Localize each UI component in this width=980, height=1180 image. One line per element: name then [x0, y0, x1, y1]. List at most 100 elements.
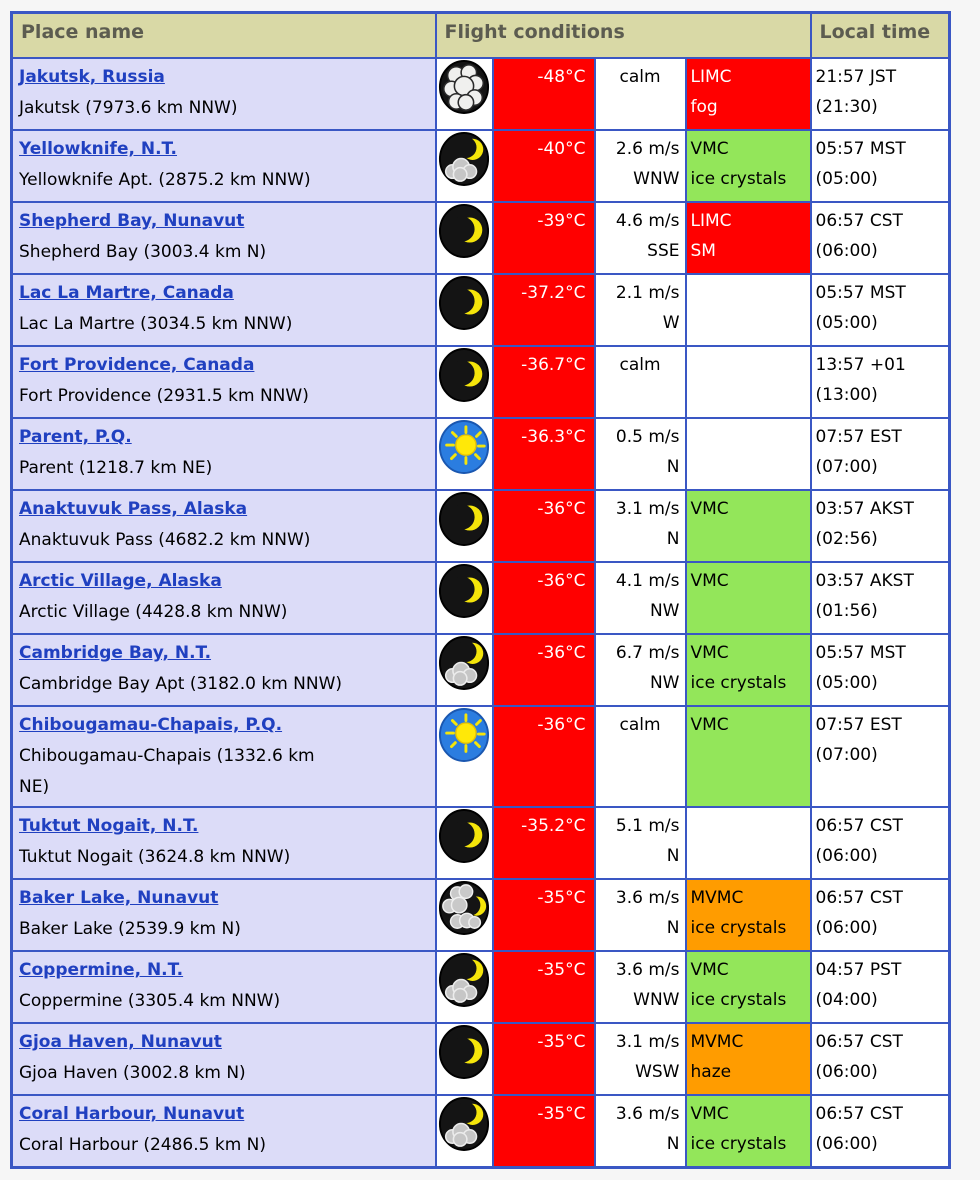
- table-row: Yellowknife, N.T. Yellowknife Apt. (2875…: [10, 129, 951, 203]
- place-link[interactable]: Arctic Village, Alaska: [19, 571, 222, 591]
- partly-cloudy-night-icon: [438, 1097, 490, 1151]
- weather-icon-cell: [434, 417, 494, 491]
- weather-icon-cell: [434, 705, 494, 808]
- place-distance: Lac La Martre (3034.5 km NNW): [19, 314, 293, 334]
- flight-category-cell: [684, 273, 812, 347]
- place-link[interactable]: Jakutsk, Russia: [19, 67, 165, 87]
- flight-category-cell: VMC ice crystals: [684, 633, 812, 707]
- local-time: 06:57 CST: [815, 816, 903, 836]
- place-distance: Cambridge Bay Apt (3182.0 km NNW): [19, 674, 343, 694]
- place-link[interactable]: Fort Providence, Canada: [19, 355, 255, 375]
- place-link[interactable]: Coral Harbour, Nunavut: [19, 1104, 245, 1124]
- wind-cell: 2.6 m/s WNW: [593, 129, 687, 203]
- temperature-cell: -36°C: [491, 633, 596, 707]
- wind-speed: 3.6 m/s: [615, 1104, 680, 1124]
- wind-cell: 3.6 m/s N: [593, 878, 687, 952]
- table-row: Coral Harbour, Nunavut Coral Harbour (24…: [10, 1094, 951, 1169]
- place-distance: Fort Providence (2931.5 km NNW): [19, 386, 309, 406]
- place-cell: Jakutsk, Russia Jakutsk (7973.6 km NNW): [10, 57, 437, 131]
- table-row: Fort Providence, Canada Fort Providence …: [10, 345, 951, 419]
- clear-night-icon: [438, 564, 490, 618]
- header-row: Place name Flight conditions Local time: [10, 11, 951, 59]
- flight-category: VMC: [690, 571, 729, 591]
- temperature-cell: -35°C: [491, 878, 596, 952]
- place-link[interactable]: Baker Lake, Nunavut: [19, 888, 219, 908]
- wind-cell: 0.5 m/s N: [593, 417, 687, 491]
- weather-icon-cell: [434, 1022, 494, 1096]
- place-distance: Chibougamau-Chapais (1332.6 km NE): [19, 746, 315, 797]
- header-local-time: Local time: [809, 11, 951, 59]
- table-row: Chibougamau-Chapais, P.Q. Chibougamau-Ch…: [10, 705, 951, 808]
- table-row: Coppermine, N.T. Coppermine (3305.4 km N…: [10, 950, 951, 1024]
- local-time-cell: 06:57 CST (06:00): [809, 878, 951, 952]
- place-cell: Anaktuvuk Pass, Alaska Anaktuvuk Pass (4…: [10, 489, 437, 563]
- flight-category: MVMC: [690, 888, 744, 908]
- wind-cell: 4.1 m/s NW: [593, 561, 687, 635]
- place-link[interactable]: Chibougamau-Chapais, P.Q.: [19, 715, 283, 735]
- place-link[interactable]: Parent, P.Q.: [19, 427, 132, 447]
- partly-cloudy-night-icon: [438, 636, 490, 690]
- place-link[interactable]: Anaktuvuk Pass, Alaska: [19, 499, 248, 519]
- place-link[interactable]: Tuktut Nogait, N.T.: [19, 816, 199, 836]
- flight-category: VMC: [690, 715, 729, 735]
- header-flight-conditions: Flight conditions: [434, 11, 812, 59]
- place-link[interactable]: Shepherd Bay, Nunavut: [19, 211, 245, 231]
- local-time-cell: 07:57 EST (07:00): [809, 705, 951, 808]
- local-time: 07:57 EST: [815, 715, 902, 735]
- place-distance: Arctic Village (4428.8 km NNW): [19, 602, 288, 622]
- weather-phenomenon: ice crystals: [690, 673, 787, 693]
- flight-category-cell: [684, 345, 812, 419]
- place-cell: Baker Lake, Nunavut Baker Lake (2539.9 k…: [10, 878, 437, 952]
- place-distance: Coral Harbour (2486.5 km N): [19, 1135, 267, 1155]
- overcast-icon: [438, 60, 490, 114]
- wind-direction: WNW: [633, 990, 680, 1010]
- wind-speed: 3.6 m/s: [615, 960, 680, 980]
- wind-cell: 6.7 m/s NW: [593, 633, 687, 707]
- place-distance: Gjoa Haven (3002.8 km N): [19, 1063, 246, 1083]
- weather-icon-cell: [434, 201, 494, 275]
- local-time: 04:57 PST: [815, 960, 902, 980]
- temperature-cell: -35.2°C: [491, 806, 596, 880]
- weather-icon-cell: [434, 345, 494, 419]
- local-time: 05:57 MST: [815, 643, 906, 663]
- clear-night-icon: [438, 348, 490, 402]
- wind-cell: calm: [593, 705, 687, 808]
- place-link[interactable]: Coppermine, N.T.: [19, 960, 184, 980]
- temperature-cell: -36°C: [491, 489, 596, 563]
- local-time-parenthetical: (01:56): [815, 601, 878, 621]
- place-distance: Baker Lake (2539.9 km N): [19, 919, 241, 939]
- place-link[interactable]: Lac La Martre, Canada: [19, 283, 234, 303]
- place-cell: Tuktut Nogait, N.T. Tuktut Nogait (3624.…: [10, 806, 437, 880]
- flight-category-cell: LIMC fog: [684, 57, 812, 131]
- temperature-cell: -36°C: [491, 561, 596, 635]
- place-cell: Parent, P.Q. Parent (1218.7 km NE): [10, 417, 437, 491]
- flight-category-cell: VMC ice crystals: [684, 950, 812, 1024]
- local-time: 05:57 MST: [815, 283, 906, 303]
- weather-icon-cell: [434, 273, 494, 347]
- weather-icon-cell: [434, 806, 494, 880]
- partly-cloudy-night-icon: [438, 132, 490, 186]
- flight-category-cell: VMC: [684, 705, 812, 808]
- header-place-name: Place name: [10, 11, 437, 59]
- wind-direction: WNW: [633, 169, 680, 189]
- local-time-parenthetical: (06:00): [815, 241, 878, 261]
- local-time-cell: 06:57 CST (06:00): [809, 1022, 951, 1096]
- place-link[interactable]: Gjoa Haven, Nunavut: [19, 1032, 222, 1052]
- flight-category-cell: MVMC ice crystals: [684, 878, 812, 952]
- wind-speed: 2.1 m/s: [615, 283, 680, 303]
- local-time-cell: 21:57 JST (21:30): [809, 57, 951, 131]
- table-row: Anaktuvuk Pass, Alaska Anaktuvuk Pass (4…: [10, 489, 951, 563]
- local-time-parenthetical: (04:00): [815, 990, 878, 1010]
- place-link[interactable]: Yellowknife, N.T.: [19, 139, 178, 159]
- wind-direction: SSE: [647, 241, 680, 261]
- local-time-parenthetical: (21:30): [815, 97, 878, 117]
- flight-category: LIMC: [690, 67, 732, 87]
- wind-cell: calm: [593, 345, 687, 419]
- clear-night-icon: [438, 276, 490, 330]
- place-link[interactable]: Cambridge Bay, N.T.: [19, 643, 212, 663]
- local-time-cell: 05:57 MST (05:00): [809, 273, 951, 347]
- place-distance: Anaktuvuk Pass (4682.2 km NNW): [19, 530, 311, 550]
- wind-speed: calm: [619, 715, 661, 735]
- flight-category: VMC: [690, 960, 729, 980]
